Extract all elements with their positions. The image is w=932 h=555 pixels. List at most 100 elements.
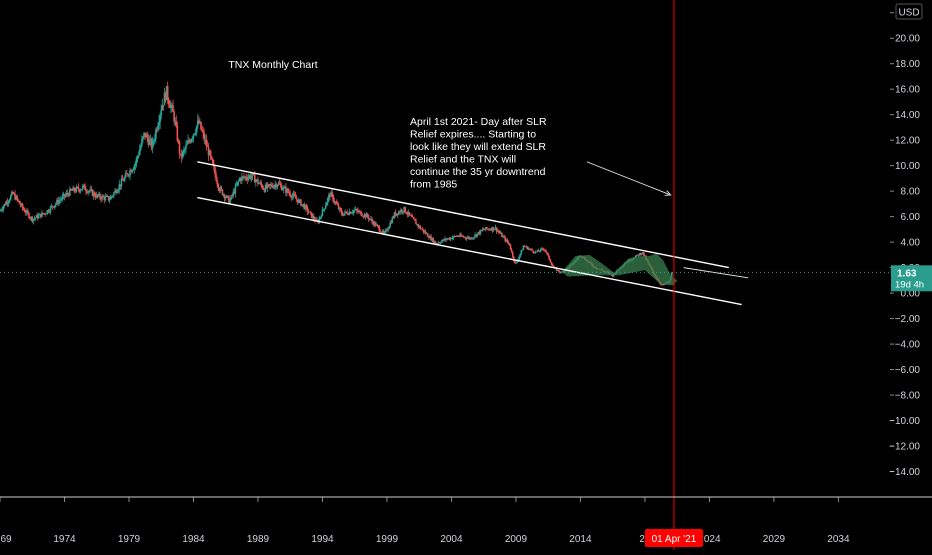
candle: [345, 211, 347, 214]
candle: [377, 225, 380, 229]
candle: [129, 167, 131, 181]
candle: [207, 142, 210, 161]
candle-body: [247, 177, 250, 180]
candle-body: [206, 146, 209, 148]
candle: [300, 198, 302, 207]
candle-body: [268, 184, 271, 186]
candle-body: [210, 156, 213, 160]
candle-body: [109, 196, 112, 200]
candle-body: [322, 209, 325, 210]
candle: [203, 128, 206, 144]
candle-body: [641, 252, 644, 254]
candle: [156, 126, 158, 133]
candle: [390, 220, 393, 224]
candle-body: [438, 242, 441, 244]
candle-body: [251, 173, 254, 177]
candle-body: [353, 209, 356, 211]
candle-body: [400, 209, 402, 213]
candle: [258, 182, 260, 185]
candle-body: [408, 212, 411, 215]
candle: [387, 227, 389, 233]
candle-body: [28, 213, 30, 218]
x-tick-label: 2009: [505, 534, 528, 545]
candle: [439, 241, 442, 245]
candle-body: [88, 191, 91, 192]
candle: [126, 169, 128, 175]
candle-body: [121, 178, 124, 181]
y-tick-label: −14.00: [889, 467, 920, 478]
candle-body: [352, 210, 355, 213]
candle: [54, 205, 56, 210]
candle: [236, 181, 239, 187]
candle-body: [278, 183, 281, 185]
candle-body: [162, 105, 165, 106]
candle-body: [473, 237, 475, 239]
candle-body: [362, 216, 365, 218]
candle: [467, 235, 470, 240]
candle-body: [257, 179, 259, 184]
candle: [342, 211, 344, 217]
candle: [474, 232, 476, 239]
candle-body: [212, 159, 214, 164]
candle-body: [129, 170, 131, 176]
candle: [375, 222, 378, 226]
candle: [191, 136, 194, 143]
candle-body: [333, 201, 336, 203]
candle-body: [445, 238, 447, 240]
candle-body: [402, 211, 404, 213]
candle: [351, 209, 354, 215]
currency-badge[interactable]: USD: [895, 3, 923, 20]
candle: [464, 236, 467, 240]
candle: [35, 214, 38, 218]
candle-body: [343, 213, 345, 216]
candle-body: [461, 236, 463, 237]
candle: [217, 182, 220, 191]
candle-body: [543, 249, 545, 251]
candle-body: [489, 229, 491, 231]
candle-body: [336, 203, 339, 206]
candle-body: [186, 143, 188, 146]
y-tick-label: 18.00: [895, 59, 920, 70]
candle: [218, 186, 221, 193]
candle: [222, 193, 225, 198]
candle: [368, 218, 371, 221]
candle-body: [372, 221, 374, 225]
candle-body: [479, 229, 482, 234]
candle-body: [487, 228, 489, 230]
candle: [81, 184, 84, 192]
candle: [444, 236, 446, 242]
candle-body: [457, 235, 459, 237]
candle: [72, 185, 74, 191]
candle-body: [451, 237, 454, 239]
candle-body: [99, 193, 101, 198]
annotation-line: continue the 35 yr downtrend: [410, 166, 546, 178]
candle-body: [216, 180, 218, 184]
candle-body: [151, 140, 154, 149]
candle-body: [444, 238, 446, 241]
candle: [386, 228, 388, 232]
candle-body: [258, 183, 260, 185]
price-axis[interactable]: 22.0020.0018.0016.0014.0012.0010.008.006…: [889, 8, 920, 478]
candle: [231, 193, 233, 199]
candle-body: [439, 242, 442, 244]
candle-body: [526, 246, 529, 250]
candle: [532, 250, 534, 254]
candle-body: [202, 131, 204, 133]
candle: [184, 147, 186, 155]
candle: [333, 197, 336, 205]
candle: [374, 220, 376, 228]
candle: [159, 112, 161, 129]
candle: [278, 179, 281, 185]
time-axis[interactable]: 69 1974 1979 1984 1989 1994 1999 2004 2009 2014 20…: [0, 497, 850, 545]
candle-body: [640, 253, 643, 255]
candle-body: [260, 182, 262, 186]
candle: [134, 160, 137, 171]
candle-body: [15, 196, 17, 200]
candle: [462, 235, 465, 238]
candle-body: [243, 176, 245, 178]
candle: [26, 207, 28, 216]
candle-body: [395, 213, 398, 216]
candle: [480, 229, 483, 231]
